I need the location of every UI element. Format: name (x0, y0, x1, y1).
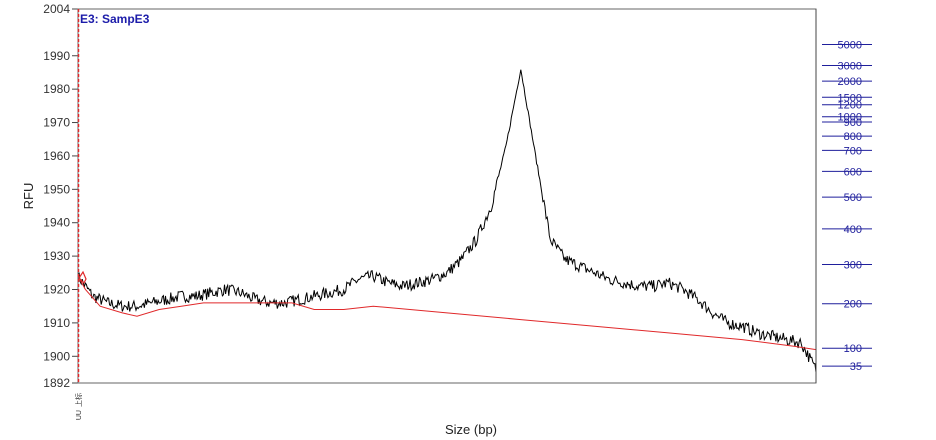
x-tick-label: 上标 (74, 393, 83, 407)
y-tick-label: 1990 (43, 49, 70, 63)
x-tick-label: UU (76, 410, 83, 420)
ladder-label: 400 (844, 224, 862, 236)
ladder-label: 500 (844, 192, 862, 204)
chart-title: E3: SampE3 (80, 12, 150, 26)
ladder-label: 1000 (838, 112, 862, 124)
y-tick-label: 2004 (43, 2, 70, 16)
ladder-label: 2000 (838, 76, 862, 88)
ladder-label: 900 (844, 117, 862, 129)
start-marker-shape (78, 270, 87, 285)
y-tick-label: 1970 (43, 116, 70, 130)
baseline-trace-line (77, 275, 817, 351)
ladder-label: 700 (844, 145, 862, 157)
plot-frame (77, 8, 817, 384)
ladder-label: 35 (850, 361, 862, 373)
x-axis-label: Size (bp) (445, 422, 497, 437)
ladder-label: 100 (844, 343, 862, 355)
y-tick-label: 1910 (43, 316, 70, 330)
signal-trace-line (77, 69, 817, 373)
y-tick-label: 1892 (43, 376, 70, 390)
ladder-label: 200 (844, 299, 862, 311)
y-axis-label: RFU (21, 183, 36, 210)
ladder-label: 5000 (838, 40, 862, 52)
y-tick-label: 1960 (43, 149, 70, 163)
y-tick-label: 1930 (43, 249, 70, 263)
ladder-label: 1200 (838, 100, 862, 112)
trace-series (77, 69, 817, 373)
y-tick-label: 1950 (43, 182, 70, 196)
y-tick-label: 1980 (43, 82, 70, 96)
ladder-label: 3000 (838, 60, 862, 72)
y-tick-label: 1940 (43, 216, 70, 230)
y-tick-label: 1920 (43, 283, 70, 297)
ladder-label: 1500 (838, 92, 862, 104)
y-axis-ticks: 1892 1900 1910 1920 1930 1940 1950 1960 1970 1980… (43, 2, 78, 390)
ladder-label: 800 (844, 131, 862, 143)
y-tick-label: 1900 (43, 349, 70, 363)
ladder-label: 300 (844, 259, 862, 271)
ladder-label: 600 (844, 166, 862, 178)
